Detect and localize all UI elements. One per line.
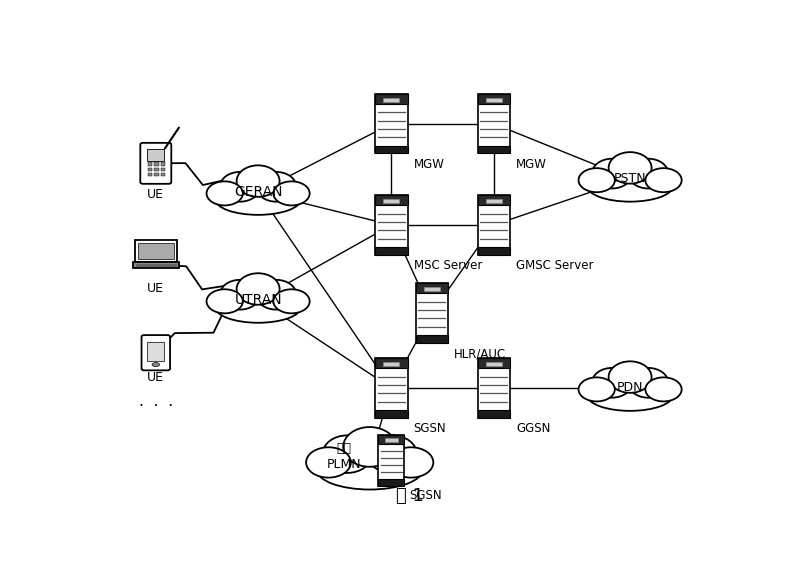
FancyBboxPatch shape xyxy=(140,143,171,184)
Text: GERAN: GERAN xyxy=(234,185,282,199)
Ellipse shape xyxy=(274,289,310,313)
Bar xyxy=(486,97,502,102)
Bar xyxy=(415,283,448,293)
Ellipse shape xyxy=(237,165,279,197)
Bar xyxy=(415,283,448,343)
Bar xyxy=(375,94,407,104)
Bar xyxy=(383,97,399,102)
Ellipse shape xyxy=(592,158,632,189)
Text: GMSC Server: GMSC Server xyxy=(516,259,594,272)
Ellipse shape xyxy=(256,280,296,309)
Bar xyxy=(383,199,399,204)
Ellipse shape xyxy=(609,362,651,393)
Text: UE: UE xyxy=(147,188,164,201)
Bar xyxy=(375,195,407,255)
Bar xyxy=(375,94,407,153)
Bar xyxy=(161,162,166,165)
Ellipse shape xyxy=(152,363,159,367)
Bar xyxy=(375,410,407,418)
Bar xyxy=(161,173,166,176)
Bar xyxy=(383,362,399,366)
Bar xyxy=(385,438,398,442)
Bar xyxy=(148,162,152,165)
Ellipse shape xyxy=(389,447,434,478)
Ellipse shape xyxy=(322,435,372,473)
Bar xyxy=(424,287,440,292)
Text: HLR/AUC: HLR/AUC xyxy=(454,347,506,360)
Ellipse shape xyxy=(220,280,260,309)
Text: MSC Server: MSC Server xyxy=(414,259,482,272)
Text: SGSN: SGSN xyxy=(409,490,442,502)
Ellipse shape xyxy=(256,172,296,202)
Bar xyxy=(154,162,158,165)
Bar xyxy=(154,168,158,171)
Bar xyxy=(375,247,407,255)
Ellipse shape xyxy=(628,158,668,189)
Text: GGSN: GGSN xyxy=(516,422,550,435)
Bar xyxy=(375,195,407,205)
Bar xyxy=(148,173,152,176)
Ellipse shape xyxy=(237,273,279,305)
Bar xyxy=(478,410,510,418)
Bar xyxy=(478,247,510,255)
Bar xyxy=(375,146,407,153)
Ellipse shape xyxy=(206,289,243,313)
Ellipse shape xyxy=(317,450,422,490)
Ellipse shape xyxy=(220,172,260,202)
Ellipse shape xyxy=(592,368,632,398)
Bar xyxy=(378,479,405,486)
Text: SGSN: SGSN xyxy=(414,422,446,435)
Ellipse shape xyxy=(609,152,651,184)
Bar xyxy=(378,435,405,444)
Ellipse shape xyxy=(343,427,396,467)
Ellipse shape xyxy=(628,368,668,398)
Bar xyxy=(478,358,510,418)
Bar xyxy=(478,195,510,205)
Bar xyxy=(148,168,152,171)
Bar xyxy=(375,358,407,418)
FancyBboxPatch shape xyxy=(142,335,170,370)
Text: 图 1: 图 1 xyxy=(396,487,424,505)
Ellipse shape xyxy=(587,379,673,411)
Ellipse shape xyxy=(306,447,351,478)
Bar xyxy=(154,173,158,176)
Text: ·  ·  ·: · · · xyxy=(138,399,173,414)
Text: PDN: PDN xyxy=(617,382,643,395)
Text: UE: UE xyxy=(147,371,164,384)
Text: MGW: MGW xyxy=(414,158,445,171)
Bar xyxy=(478,94,510,153)
Bar xyxy=(478,94,510,104)
Ellipse shape xyxy=(215,291,301,323)
Bar xyxy=(478,358,510,368)
Bar xyxy=(147,342,165,361)
Ellipse shape xyxy=(578,168,615,192)
Bar xyxy=(147,149,165,161)
Bar xyxy=(138,243,174,259)
Bar xyxy=(486,199,502,204)
Ellipse shape xyxy=(646,168,682,192)
Ellipse shape xyxy=(367,435,417,473)
Bar xyxy=(375,358,407,368)
Bar xyxy=(378,435,405,486)
Bar xyxy=(161,168,166,171)
Ellipse shape xyxy=(646,378,682,402)
Ellipse shape xyxy=(274,181,310,205)
Text: 其他
PLMN: 其他 PLMN xyxy=(326,442,361,471)
FancyBboxPatch shape xyxy=(133,261,179,268)
Bar xyxy=(478,195,510,255)
Bar xyxy=(134,240,177,261)
Ellipse shape xyxy=(587,170,673,202)
Bar xyxy=(415,335,448,343)
Bar xyxy=(486,362,502,366)
Text: PSTN: PSTN xyxy=(614,172,646,185)
Text: UE: UE xyxy=(147,282,164,295)
Text: MGW: MGW xyxy=(516,158,547,171)
Text: UTRAN: UTRAN xyxy=(234,293,282,307)
Ellipse shape xyxy=(578,378,615,402)
Bar xyxy=(478,146,510,153)
Ellipse shape xyxy=(215,184,301,215)
Ellipse shape xyxy=(206,181,243,205)
